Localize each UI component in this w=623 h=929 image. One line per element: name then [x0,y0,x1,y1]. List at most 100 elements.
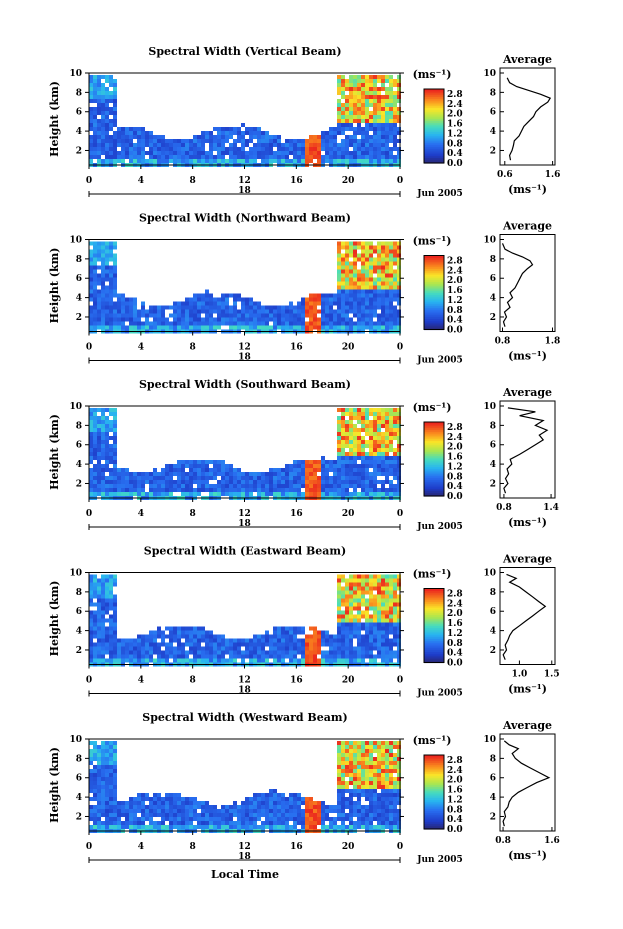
colorbar-band [424,425,444,429]
heatmap-cell [125,155,129,159]
heatmap-cell [89,658,93,663]
heatmap-cell [361,574,365,579]
heatmap-cell [297,155,301,159]
average-title: Average [502,220,552,233]
heatmap-cell [365,456,369,460]
heatmap-cell [385,91,389,95]
heatmap-cell [177,817,181,821]
heatmap-cell [325,654,329,659]
heatmap-cell [381,111,385,115]
heatmap-cell [377,313,381,318]
heatmap-cell [137,650,141,655]
heatmap-cell [213,634,217,639]
heatmap-cell [93,273,97,278]
heatmap-cell [201,131,205,135]
heatmap-cell [349,781,353,785]
heatmap-cell [389,253,393,258]
heatmap-cell [189,809,193,813]
heatmap-cell [105,269,109,274]
heatmap-cell [101,757,105,761]
heatmap-cell [325,472,329,476]
heatmap-cell [161,325,165,330]
y-tick-label: 6 [76,607,82,617]
heatmap-cell [253,301,257,306]
heatmap-cell [369,630,373,635]
heatmap-cell [201,464,205,468]
heatmap-cells [89,408,401,500]
heatmap-cell [365,265,369,270]
heatmap-cell [329,480,333,484]
heatmap-cell [345,618,349,623]
colorbar-tick-label: 0.0 [447,326,463,336]
heatmap-cell [169,305,173,310]
heatmap-cell [373,638,377,643]
colorbar-band [424,612,444,615]
heatmap-cell [149,658,153,663]
heatmap-cell [397,456,401,460]
heatmap-cell [89,488,93,492]
heatmap-cell [369,139,373,143]
heatmap-cell [317,638,321,643]
heatmap-cell [165,801,169,805]
heatmap-cell [357,115,361,119]
heatmap-cell [373,265,377,270]
heatmap-cell [381,281,385,286]
heatmap-cell [377,436,381,440]
colorbar-band [424,301,444,305]
heatmap-cell [397,281,401,286]
colorbar-band [424,427,444,430]
heatmap-cell [305,468,309,472]
heatmap-cell [165,480,169,484]
heatmap-cell [153,480,157,484]
heatmap-cell [345,626,349,631]
heatmap-cell [293,151,297,155]
heatmap-cell [337,277,341,282]
heatmap-cell [369,464,373,468]
heatmap-cell [149,325,153,330]
heatmap-cell [361,813,365,817]
heatmap-cell [377,412,381,416]
heatmap-cell [125,305,129,310]
heatmap-cell [121,301,125,306]
heatmap-cell [273,155,277,159]
heatmap-cell [273,809,277,813]
heatmap-cell [217,821,221,825]
heatmap-cell [101,638,105,643]
heatmap-cell [333,155,337,159]
heatmap-cell [189,476,193,480]
heatmap-cell [169,626,173,631]
heatmap-cell [301,159,305,163]
heatmap-cell [301,484,305,488]
heatmap-cell [137,821,141,825]
heatmap-cell [341,416,345,420]
heatmap-cell [305,472,309,476]
average-x-label: (ms⁻¹) [508,683,547,696]
heatmap-cell [253,793,257,797]
heatmap-cell [181,650,185,655]
colorbar-band [424,590,444,593]
heatmap-cell [321,492,325,496]
heatmap-cell [253,821,257,825]
heatmap-cell [337,658,341,663]
heatmap-cell [365,618,369,623]
heatmap-cell [109,95,113,99]
heatmap-cell [393,618,397,623]
heatmap-cell [221,472,225,476]
heatmap-cell [89,159,93,163]
heatmap-cell [105,805,109,809]
heatmap-cell [105,817,109,821]
heatmap-cell [189,305,193,310]
heatmap-cell [229,127,233,131]
colorbar-tick-label: 2.4 [447,266,463,276]
heatmap-cell [209,321,213,326]
heatmap-cell [393,452,397,456]
heatmap-cell [341,817,345,821]
heatmap-cell [265,488,269,492]
heatmap-cell [113,606,117,611]
heatmap-cell [357,606,361,611]
heatmap-cell [373,452,377,456]
colorbar-band [424,137,444,140]
heatmap-cell [161,654,165,659]
heatmap-cell [101,301,105,306]
heatmap-cell [185,809,189,813]
